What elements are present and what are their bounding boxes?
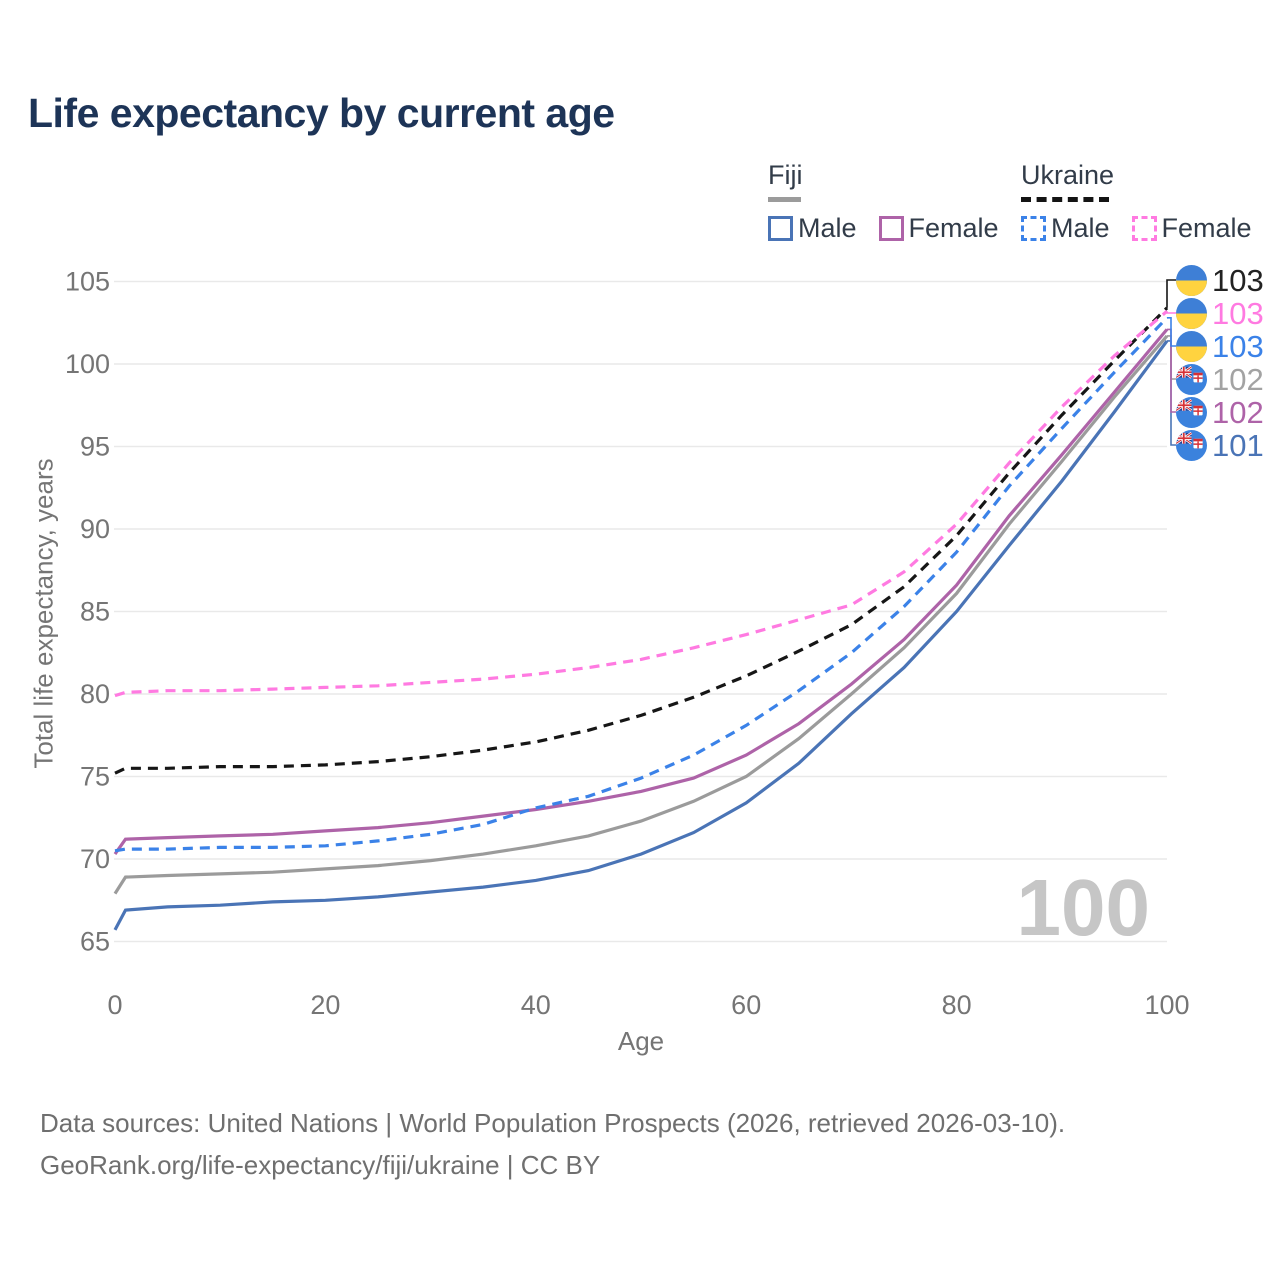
x-tick-100: 100: [1144, 990, 1189, 1020]
legend-item-fiji-male[interactable]: Male: [768, 213, 857, 244]
fiji-flag-icon: [1176, 364, 1207, 395]
y-tick-90: 90: [80, 514, 110, 544]
legend-item-ukraine-female[interactable]: Female: [1131, 213, 1252, 244]
attribution-text: GeoRank.org/life-expectancy/fiji/ukraine…: [40, 1150, 601, 1180]
y-tick-75: 75: [80, 762, 110, 792]
series-line-ukraine-female[interactable]: [114, 309, 1169, 698]
y-tick-65: 65: [80, 927, 110, 957]
x-tick-20: 20: [310, 990, 340, 1020]
page-title: Life expectancy by current age: [28, 90, 615, 136]
x-tick-60: 60: [731, 990, 761, 1020]
end-value-fiji-total: 102: [1212, 361, 1264, 397]
end-label-ukraine-female: 103: [1176, 295, 1264, 331]
fiji-total-line-swatch: [768, 197, 801, 202]
end-label-ukraine-total: 103: [1176, 262, 1264, 298]
x-tick-80: 80: [942, 990, 972, 1020]
y-tick-105: 105: [65, 267, 110, 297]
end-value-ukraine-female: 103: [1212, 295, 1264, 331]
fiji-flag-icon: [1176, 430, 1207, 461]
y-tick-95: 95: [80, 432, 110, 462]
current-age-indicator: 100: [1016, 863, 1150, 952]
ukraine-female-swatch-icon: [1131, 216, 1157, 241]
legend-country-fiji: Fiji: [768, 160, 803, 190]
legend-item-fiji-female[interactable]: Female: [878, 213, 999, 244]
series-line-fiji-male[interactable]: [113, 339, 1169, 931]
legend-label-ukraine-female: Female: [1161, 213, 1252, 243]
end-value-ukraine-male: 103: [1212, 328, 1264, 364]
data-sources-text: Data sources: United Nations | World Pop…: [40, 1108, 1066, 1138]
ukraine-flag-icon: [1176, 331, 1207, 362]
fiji-male-swatch-icon: [768, 216, 793, 241]
y-axis-title: Total life expectancy, years: [28, 458, 59, 769]
x-tick-0: 0: [107, 990, 122, 1020]
y-tick-85: 85: [80, 597, 110, 627]
series-line-ukraine-male[interactable]: [114, 316, 1169, 853]
end-value-fiji-male: 101: [1212, 427, 1264, 463]
ukraine-total-line-swatch: [1021, 197, 1109, 202]
fiji-female-swatch-icon: [878, 216, 904, 241]
end-label-fiji-male: 101: [1176, 427, 1264, 463]
end-label-ukraine-male: 103: [1176, 328, 1264, 364]
end-value-fiji-female: 102: [1212, 394, 1264, 430]
legend-group-ukraine: Ukraine Male Female: [1021, 160, 1274, 244]
series-line-ukraine-total[interactable]: [114, 306, 1169, 775]
legend-label-ukraine-male: Male: [1051, 213, 1110, 243]
leader-line-fiji-female: [1167, 328, 1176, 413]
legend-label-fiji-female: Female: [908, 213, 999, 243]
series-line-fiji-female[interactable]: [113, 328, 1169, 856]
y-tick-70: 70: [80, 844, 110, 874]
ukraine-male-swatch-icon: [1021, 216, 1046, 241]
y-tick-100: 100: [65, 349, 110, 379]
legend-label-fiji-male: Male: [798, 213, 857, 243]
x-axis-title: Age: [617, 1026, 665, 1056]
end-value-ukraine-total: 103: [1212, 262, 1264, 298]
series-line-fiji-total[interactable]: [113, 334, 1169, 895]
end-label-fiji-total: 102: [1176, 361, 1264, 397]
leader-line-ukraine-female: [1166, 311, 1176, 314]
leader-line-ukraine-male: [1167, 317, 1176, 347]
legend-group-fiji: Fiji Male Female: [768, 160, 1021, 244]
leader-line-ukraine-total: [1166, 279, 1176, 308]
x-tick-40: 40: [521, 990, 551, 1020]
ukraine-flag-icon: [1176, 265, 1207, 296]
end-label-fiji-female: 102: [1176, 394, 1264, 430]
ukraine-flag-icon: [1176, 298, 1207, 329]
y-tick-80: 80: [80, 679, 110, 709]
fiji-flag-icon: [1176, 397, 1207, 428]
legend-country-ukraine: Ukraine: [1021, 160, 1115, 190]
legend-item-ukraine-male[interactable]: Male: [1021, 213, 1110, 244]
